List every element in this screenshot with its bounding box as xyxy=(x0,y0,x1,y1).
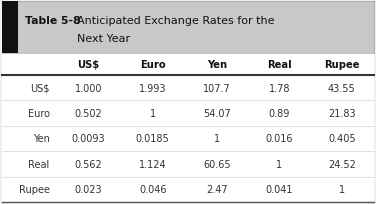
Text: 43.55: 43.55 xyxy=(328,83,356,93)
Text: 2.47: 2.47 xyxy=(206,184,228,194)
Text: Rupee: Rupee xyxy=(324,60,359,70)
Bar xyxy=(2,2,18,54)
Text: 1: 1 xyxy=(214,134,220,144)
Bar xyxy=(2,54,374,202)
Text: US$: US$ xyxy=(77,60,99,70)
Text: 21.83: 21.83 xyxy=(328,109,356,119)
Text: 107.7: 107.7 xyxy=(203,83,231,93)
Text: 24.52: 24.52 xyxy=(328,159,356,169)
Text: 1: 1 xyxy=(276,159,282,169)
Text: 0.89: 0.89 xyxy=(269,109,290,119)
Text: 54.07: 54.07 xyxy=(203,109,231,119)
Text: 1.78: 1.78 xyxy=(269,83,290,93)
Text: Euro: Euro xyxy=(27,109,50,119)
Text: Rupee: Rupee xyxy=(18,184,50,194)
Text: Anticipated Exchange Rates for the: Anticipated Exchange Rates for the xyxy=(77,16,274,26)
Text: Table 5-8: Table 5-8 xyxy=(25,16,80,26)
Text: Yen: Yen xyxy=(207,60,227,70)
Text: 0.016: 0.016 xyxy=(266,134,293,144)
Text: 1.000: 1.000 xyxy=(74,83,102,93)
Text: Real: Real xyxy=(28,159,50,169)
Text: 60.65: 60.65 xyxy=(203,159,231,169)
Text: US$: US$ xyxy=(30,83,50,93)
Text: 0.023: 0.023 xyxy=(74,184,102,194)
Text: 0.0093: 0.0093 xyxy=(71,134,105,144)
Text: 0.0185: 0.0185 xyxy=(136,134,170,144)
Text: 1.993: 1.993 xyxy=(139,83,167,93)
Text: 1: 1 xyxy=(150,109,156,119)
Text: 1.124: 1.124 xyxy=(139,159,167,169)
Text: Euro: Euro xyxy=(140,60,165,70)
Text: Next Year: Next Year xyxy=(77,34,130,44)
Text: Real: Real xyxy=(267,60,292,70)
Text: 0.046: 0.046 xyxy=(139,184,167,194)
Text: 0.562: 0.562 xyxy=(74,159,102,169)
Text: 1: 1 xyxy=(339,184,345,194)
Text: 0.041: 0.041 xyxy=(266,184,293,194)
Text: 0.502: 0.502 xyxy=(74,109,102,119)
Text: Yen: Yen xyxy=(33,134,50,144)
Text: 0.405: 0.405 xyxy=(328,134,356,144)
Bar xyxy=(2,2,374,54)
